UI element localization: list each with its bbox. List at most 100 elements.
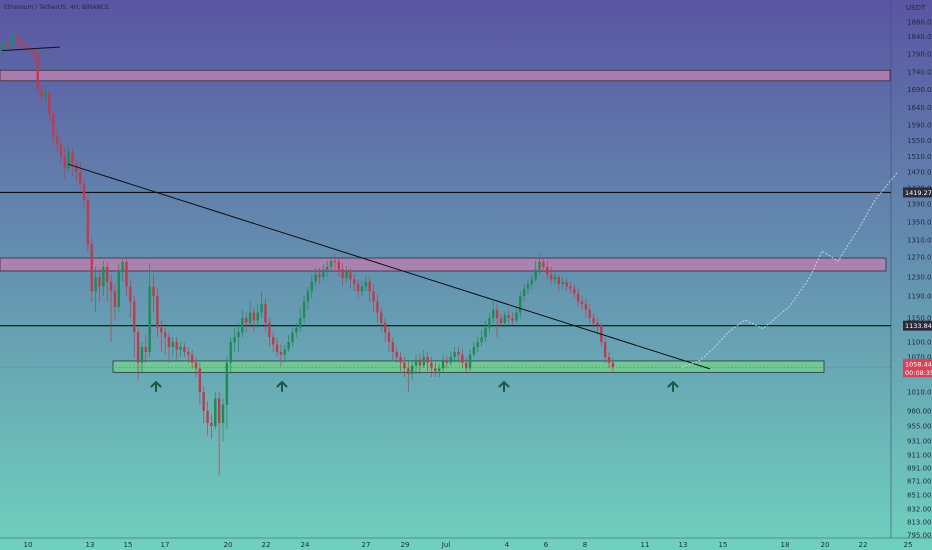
candle-body-139	[538, 262, 541, 270]
candle-body-69	[268, 322, 271, 338]
candle-body-115	[445, 359, 449, 363]
price-tick-label-25: 911.00	[907, 452, 932, 460]
candle-body-27	[106, 267, 109, 282]
candle-body-34	[133, 301, 136, 333]
candle-body-71	[275, 344, 279, 352]
candle-body-91	[353, 279, 356, 285]
candle-body-86	[333, 261, 337, 262]
candle-body-53	[206, 411, 209, 423]
time-tick-label-6: 24	[301, 541, 310, 549]
candles-layer	[1, 32, 615, 476]
candle-body-63	[244, 318, 248, 323]
up-arrow-shape-2	[498, 381, 510, 392]
time-axis[interactable]: 10 13 15 17 20 22 24 27 29 Jul 4 6 8 11 13 15 18 20 22 25	[24, 541, 913, 549]
time-tick-label-1: 13	[86, 541, 95, 549]
candle-body-140	[542, 262, 545, 267]
candle-body-20	[79, 172, 82, 184]
time-tick-label-16: 18	[781, 541, 790, 549]
candle-body-33	[129, 286, 132, 302]
candle-body-26	[102, 267, 105, 287]
candle-body-35	[136, 332, 140, 363]
candle-body-137	[530, 279, 534, 285]
price-tick-label-15: 1230.00	[907, 274, 932, 282]
candle-body-0	[1, 43, 5, 51]
candle-body-131	[507, 315, 510, 318]
candle-body-70	[272, 337, 275, 345]
candle-body-95	[368, 281, 371, 292]
candle-body-156	[603, 342, 607, 357]
candle-body-142	[549, 274, 553, 280]
candle-body-14	[55, 136, 59, 145]
price-tag-bg-3	[903, 367, 932, 378]
price-tick-label-17: 1150.00	[907, 315, 932, 323]
price-tick-label-28: 851.00	[907, 492, 932, 500]
price-tick-label-19: 1070.00	[907, 354, 932, 362]
candle-body-135	[522, 288, 526, 296]
candle-body-77	[299, 318, 302, 328]
candle-body-144	[557, 277, 561, 285]
candle-body-147	[569, 286, 572, 289]
candle-body-104	[403, 362, 406, 369]
candle-body-8	[32, 50, 36, 55]
candle-body-132	[511, 318, 514, 321]
candle-body-94	[364, 281, 368, 287]
time-tick-label-17: 20	[821, 541, 830, 549]
price-tick-label-2: 1790.00	[907, 51, 932, 59]
price-tick-label-5: 1640.00	[907, 104, 932, 112]
candle-body-127	[492, 309, 495, 318]
price-tag-label-2: 1058.44	[905, 360, 932, 368]
candle-body-16	[63, 156, 66, 169]
candle-body-152	[588, 309, 591, 318]
price-tag-bg-1	[903, 320, 932, 331]
candle-body-61	[237, 332, 240, 338]
candle-body-30	[117, 272, 120, 307]
candle-body-51	[198, 368, 202, 392]
price-tick-label-14: 1270.00	[907, 254, 932, 262]
up-arrow-shape-1	[276, 381, 288, 392]
candle-body-3	[13, 36, 16, 40]
candle-body-73	[283, 349, 286, 355]
candle-body-118	[457, 352, 460, 355]
candle-body-79	[306, 291, 310, 302]
candle-body-49	[190, 354, 194, 363]
candle-body-87	[337, 262, 341, 270]
candle-body-83	[322, 269, 325, 277]
arrows-layer	[150, 381, 679, 392]
candle-body-93	[360, 286, 364, 292]
candle-body-122	[472, 347, 476, 355]
price-tick-label-6: 1590.00	[907, 122, 932, 130]
price-tick-label-13: 1310.00	[907, 237, 932, 245]
resistance-zone-0	[0, 69, 891, 82]
candle-body-58	[225, 362, 229, 405]
candle-body-154	[596, 322, 599, 326]
candle-body-134	[519, 296, 522, 313]
candle-body-141	[546, 267, 549, 275]
support-zone-2	[112, 360, 825, 373]
zones-layer	[0, 69, 891, 373]
candle-body-100	[387, 332, 391, 342]
candle-body-85	[329, 261, 333, 267]
candle-body-37	[144, 347, 148, 352]
candle-body-150	[580, 301, 584, 305]
candle-body-149	[576, 293, 580, 302]
candle-body-55	[214, 398, 217, 426]
candle-body-92	[356, 284, 360, 292]
candle-body-113	[437, 368, 441, 372]
candle-body-96	[372, 291, 375, 302]
candle-body-62	[241, 318, 244, 333]
candle-body-12	[48, 93, 51, 115]
candle-body-72	[279, 352, 283, 355]
candle-body-151	[584, 304, 588, 310]
candle-body-1	[5, 43, 9, 46]
candle-body-28	[109, 281, 113, 292]
candle-body-117	[453, 352, 456, 357]
price-tick-label-29: 832.00	[907, 506, 932, 514]
candle-body-75	[291, 332, 294, 342]
price-tick-label-7: 1550.00	[907, 137, 932, 145]
trendlines-layer	[1, 46, 711, 370]
projection-path	[681, 172, 898, 368]
